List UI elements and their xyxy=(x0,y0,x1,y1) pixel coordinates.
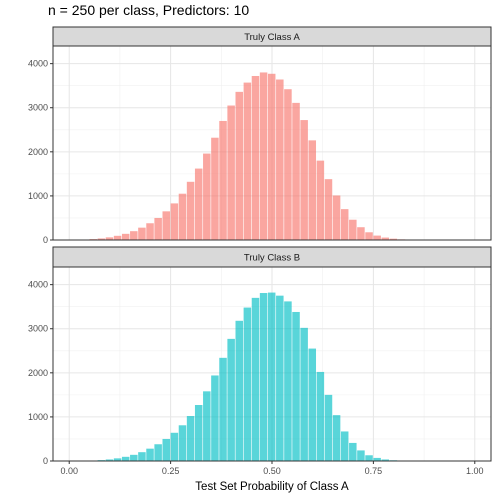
y-tick-label: 3000 xyxy=(28,103,48,113)
histogram-bar xyxy=(284,301,292,461)
histogram-bar xyxy=(194,168,203,240)
histogram-bar xyxy=(138,452,146,461)
histogram-bar xyxy=(276,79,284,240)
y-tick-label: 0 xyxy=(43,235,48,245)
histogram-bar xyxy=(365,455,373,461)
histogram-bar xyxy=(211,375,219,461)
histogram-bar xyxy=(357,450,365,461)
histogram-bar xyxy=(121,233,130,240)
histogram-bar xyxy=(389,238,398,240)
histogram-bar xyxy=(243,307,252,461)
histogram-bar xyxy=(381,459,390,461)
histogram-bar xyxy=(332,195,341,240)
x-tick-label: 0.25 xyxy=(162,466,180,476)
y-tick-label: 1000 xyxy=(28,412,48,422)
histogram-bar xyxy=(251,75,260,241)
histogram-bar xyxy=(251,297,260,461)
histogram-bar xyxy=(284,89,292,240)
histogram-bar xyxy=(276,295,284,461)
histogram-bar xyxy=(349,219,357,240)
histogram-bar xyxy=(373,457,381,461)
histogram-bar xyxy=(267,73,276,240)
histogram-bar xyxy=(349,442,357,461)
histogram-bar xyxy=(178,193,187,240)
histogram-bar xyxy=(194,405,203,461)
histogram-bar xyxy=(211,137,219,240)
histogram-bar xyxy=(146,223,154,240)
histogram-bar xyxy=(154,217,162,240)
histogram-bar xyxy=(308,140,317,240)
histogram-bar xyxy=(97,238,106,240)
histogram-bar xyxy=(121,456,130,461)
x-tick-label: 0.00 xyxy=(60,466,78,476)
histogram-bar xyxy=(162,438,171,461)
histogram-bar xyxy=(138,227,146,240)
histogram-bar xyxy=(373,235,381,240)
histogram-bar xyxy=(170,203,179,240)
histogram-bar xyxy=(178,425,187,461)
histogram-bar xyxy=(357,227,365,240)
facet-strip-label: Truly Class A xyxy=(244,32,300,43)
histogram-bar xyxy=(316,371,325,461)
histogram-bar xyxy=(146,448,154,461)
histogram-bar xyxy=(292,102,300,240)
facet-strip-label: Truly Class B xyxy=(244,253,300,264)
histogram-bar xyxy=(340,431,349,461)
histogram-bar xyxy=(235,91,244,240)
histogram-bar xyxy=(186,181,195,240)
x-tick-label: 0.75 xyxy=(365,466,383,476)
histogram-bar xyxy=(227,338,235,461)
histogram-bar xyxy=(308,348,317,461)
histogram-bar xyxy=(203,153,211,240)
y-tick-label: 1000 xyxy=(28,191,48,201)
histogram-bar xyxy=(186,416,195,461)
histogram-bar xyxy=(259,72,268,240)
histogram-bar xyxy=(243,82,252,240)
histogram-bar xyxy=(324,394,333,461)
facet-panel: Truly Class A 0 1000 2000 3000 4000 xyxy=(28,26,492,245)
histogram-bar xyxy=(227,105,235,240)
histogram-bar xyxy=(300,327,308,461)
y-tick-label: 4000 xyxy=(28,280,48,290)
histogram-bar xyxy=(130,454,138,461)
histogram-bar xyxy=(332,415,341,461)
histogram-bar xyxy=(340,209,349,240)
histogram-bar xyxy=(105,237,114,240)
histogram-bar xyxy=(300,120,308,240)
histogram-bar xyxy=(203,391,211,461)
y-tick-label: 2000 xyxy=(28,368,48,378)
histogram-bar xyxy=(219,120,227,240)
histogram-bar xyxy=(105,459,114,461)
histogram-bar xyxy=(259,293,268,461)
chart-title: n = 250 per class, Predictors: 10 xyxy=(48,2,249,18)
y-tick-label: 2000 xyxy=(28,147,48,157)
histogram-bar xyxy=(130,231,138,240)
histogram-bar xyxy=(267,292,276,461)
histogram-bar xyxy=(235,320,244,461)
histogram-bar xyxy=(324,179,333,240)
y-tick-label: 3000 xyxy=(28,324,48,334)
histogram-bar xyxy=(113,235,122,240)
histogram-bar xyxy=(170,432,179,461)
y-tick-label: 4000 xyxy=(28,59,48,69)
histogram-bar xyxy=(365,232,373,240)
histogram-bar xyxy=(154,444,162,461)
histogram-bar xyxy=(316,160,325,240)
histogram-bar xyxy=(292,311,300,461)
panel-border xyxy=(52,45,492,241)
histogram-bar xyxy=(113,458,122,461)
x-tick-label: 1.00 xyxy=(466,466,484,476)
histogram-bar xyxy=(162,211,171,240)
histogram-bar xyxy=(219,357,227,461)
facet-panel: Truly Class B 0 1000 2000 3000 4000 0.00 0.25 0.… xyxy=(28,246,492,476)
y-tick-label: 0 xyxy=(43,456,48,466)
x-axis-title: Test Set Probability of Class A xyxy=(195,481,349,493)
histogram-bar xyxy=(381,237,390,240)
x-tick-label: 0.50 xyxy=(263,466,281,476)
